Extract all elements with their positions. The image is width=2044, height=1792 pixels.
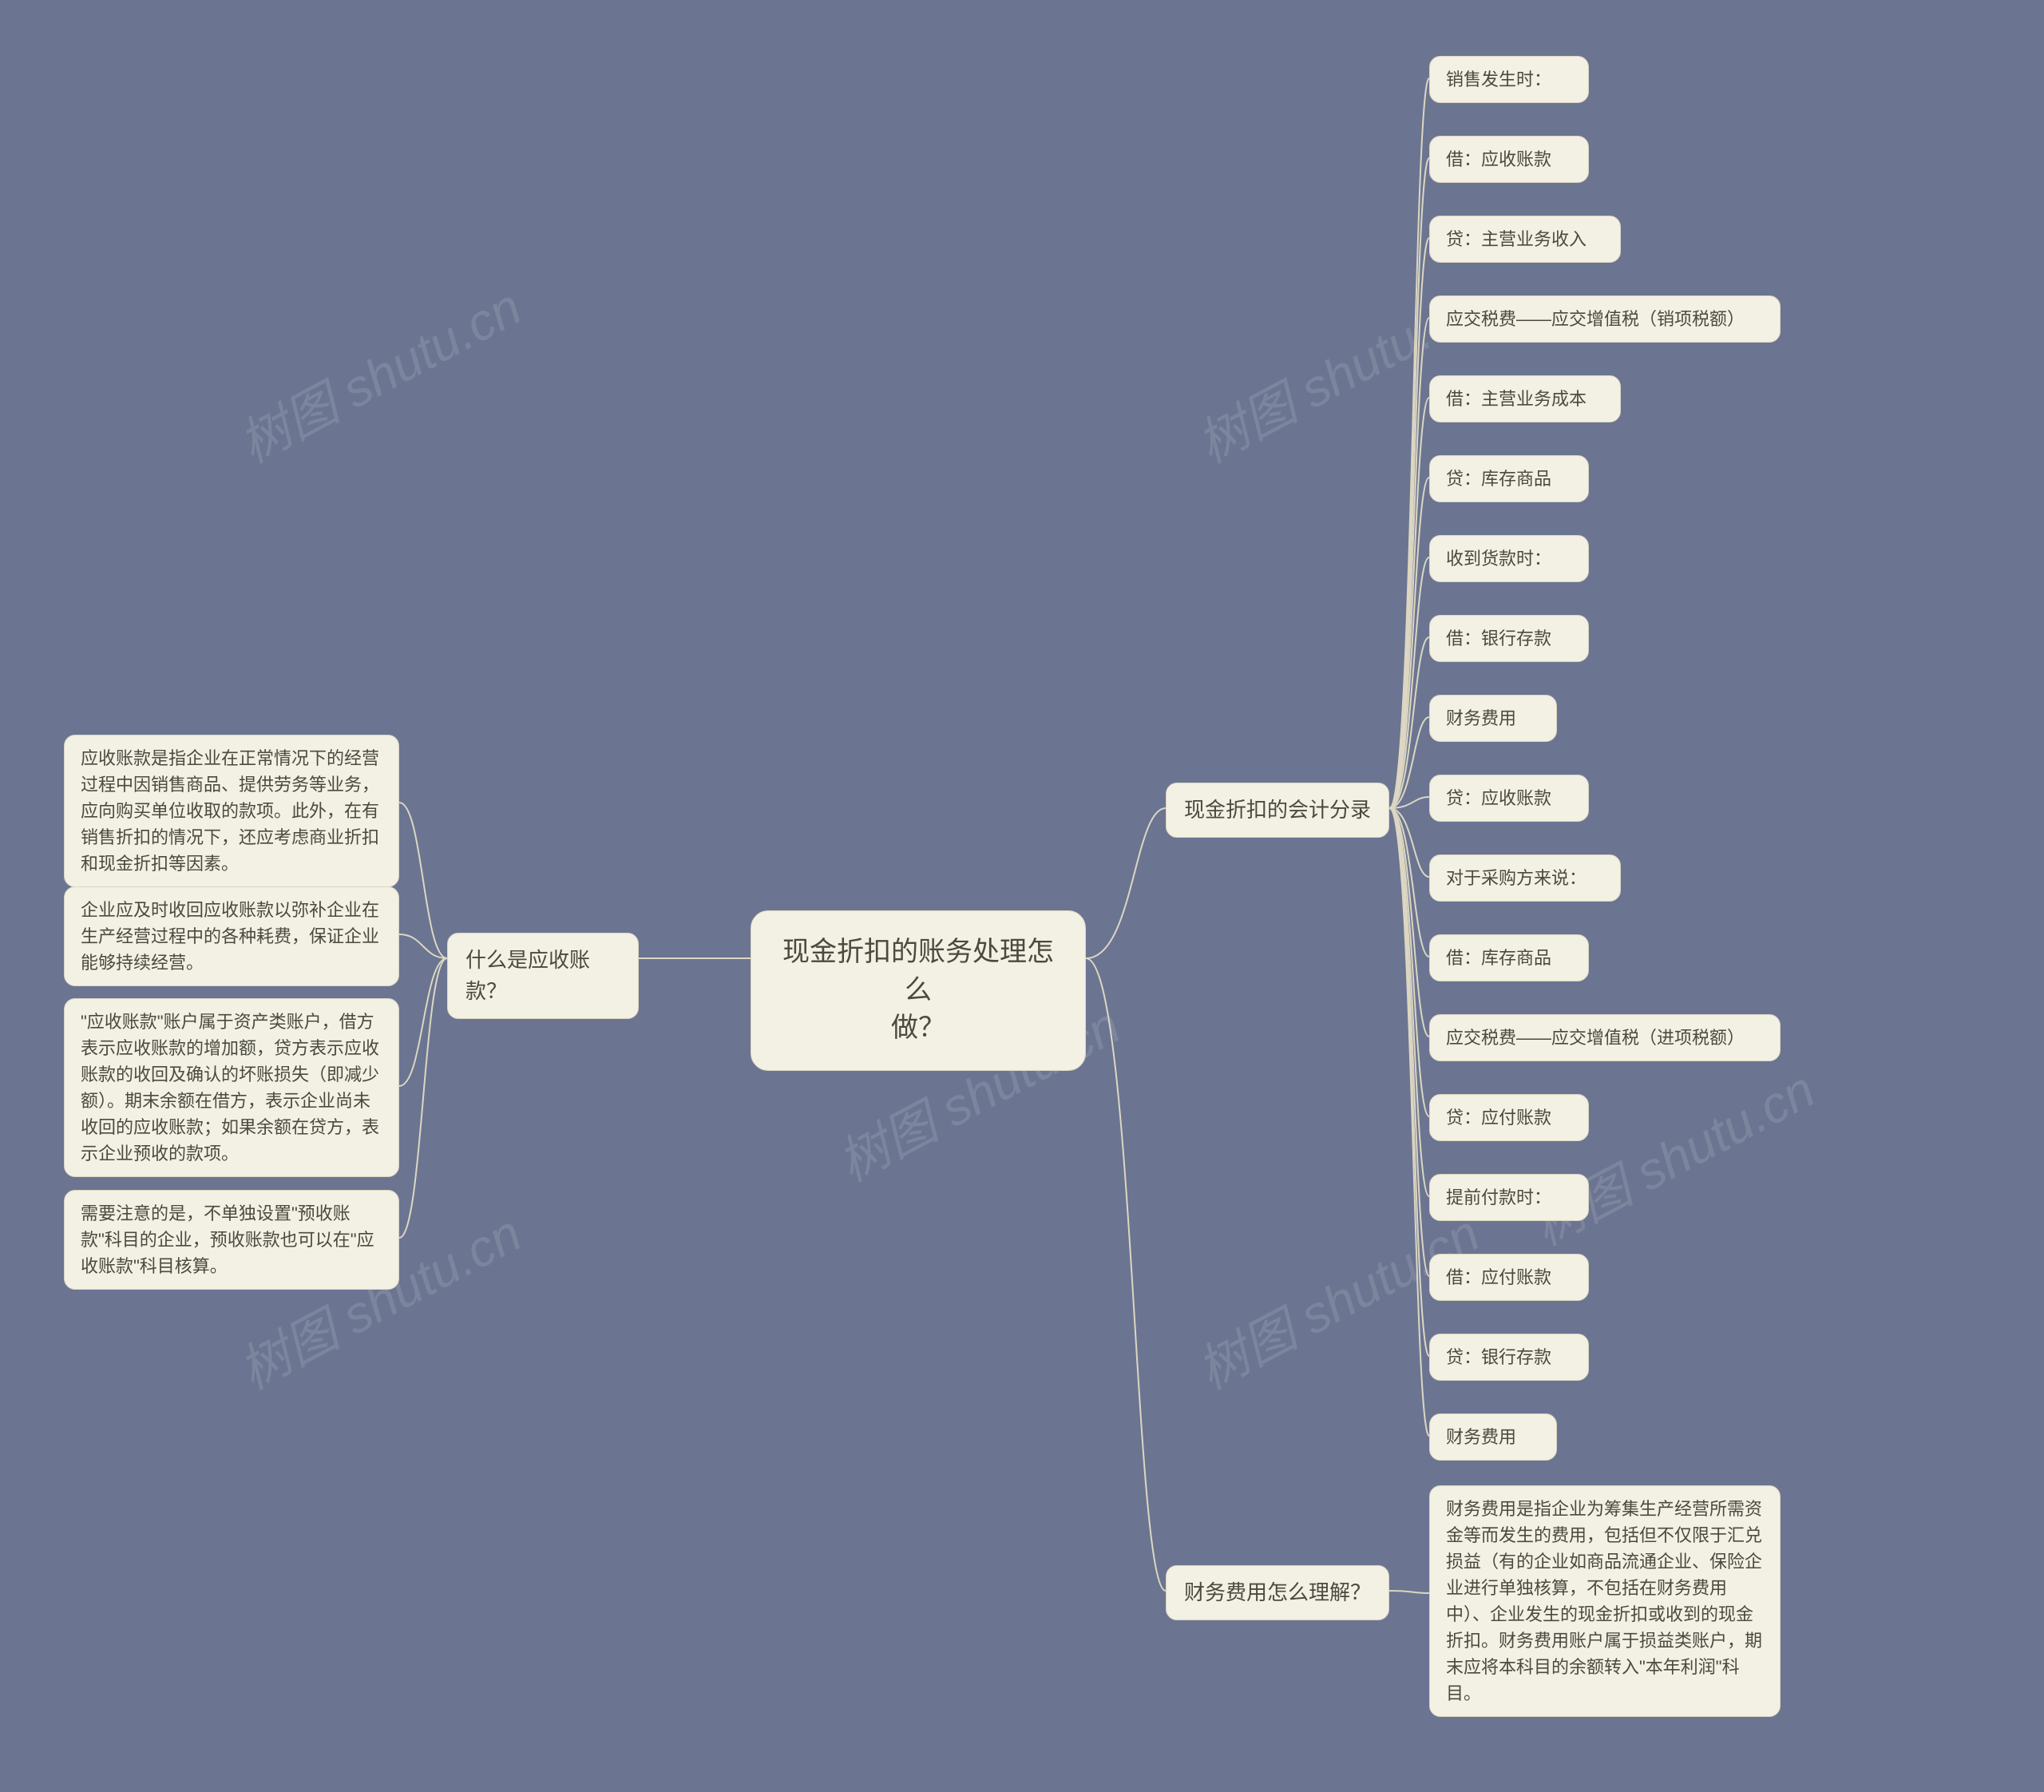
r1-leaf-2[interactable]: 贷：主营业务收入 xyxy=(1429,216,1621,263)
root-node[interactable]: 现金折扣的账务处理怎么 做？ xyxy=(751,910,1086,1071)
r1-leaf-6[interactable]: 收到货款时： xyxy=(1429,535,1589,582)
r1-leaf-11[interactable]: 借：库存商品 xyxy=(1429,934,1589,981)
r1-leaf-0[interactable]: 销售发生时： xyxy=(1429,56,1589,103)
branch-left[interactable]: 什么是应收账款？ xyxy=(447,933,639,1019)
left-leaf-3[interactable]: 需要注意的是，不单独设置"预收账款"科目的企业，预收账款也可以在"应收账款"科目… xyxy=(64,1190,399,1290)
r1-leaf-12[interactable]: 应交税费——应交增值税（进项税额） xyxy=(1429,1014,1781,1061)
left-leaf-1[interactable]: 企业应及时收回应收账款以弥补企业在生产经营过程中的各种耗费，保证企业能够持续经营… xyxy=(64,886,399,986)
r1-leaf-4[interactable]: 借：主营业务成本 xyxy=(1429,375,1621,422)
r1-leaf-17[interactable]: 财务费用 xyxy=(1429,1413,1557,1461)
r1-leaf-8[interactable]: 财务费用 xyxy=(1429,695,1557,742)
r1-leaf-10[interactable]: 对于采购方来说： xyxy=(1429,854,1621,902)
r1-leaf-5[interactable]: 贷：库存商品 xyxy=(1429,455,1589,502)
root-node-line1: 现金折扣的账务处理怎么 xyxy=(782,937,1054,1005)
r1-leaf-7[interactable]: 借：银行存款 xyxy=(1429,615,1589,662)
left-leaf-0[interactable]: 应收账款是指企业在正常情况下的经营过程中因销售商品、提供劳务等业务，应向购买单位… xyxy=(64,735,399,887)
branch-right-2[interactable]: 财务费用怎么理解？ xyxy=(1166,1565,1389,1620)
left-leaf-2[interactable]: "应收账款"账户属于资产类账户，借方表示应收账款的增加额，贷方表示应收账款的收回… xyxy=(64,998,399,1177)
r1-leaf-16[interactable]: 贷：银行存款 xyxy=(1429,1334,1589,1381)
r2-leaf-0[interactable]: 财务费用是指企业为筹集生产经营所需资金等而发生的费用，包括但不仅限于汇兑损益（有… xyxy=(1429,1485,1781,1717)
r1-leaf-9[interactable]: 贷：应收账款 xyxy=(1429,775,1589,822)
watermark: 树图 shutu.cn xyxy=(224,267,533,477)
r1-leaf-3[interactable]: 应交税费——应交增值税（销项税额） xyxy=(1429,295,1781,343)
r1-leaf-14[interactable]: 提前付款时： xyxy=(1429,1174,1589,1221)
branch-right-1[interactable]: 现金折扣的会计分录 xyxy=(1166,783,1389,838)
root-node-line2: 做？ xyxy=(891,1013,945,1043)
r1-leaf-13[interactable]: 贷：应付账款 xyxy=(1429,1094,1589,1141)
r1-leaf-15[interactable]: 借：应付账款 xyxy=(1429,1254,1589,1301)
r1-leaf-1[interactable]: 借：应收账款 xyxy=(1429,136,1589,183)
watermark: 树图 shutu.cn xyxy=(1518,1049,1826,1259)
